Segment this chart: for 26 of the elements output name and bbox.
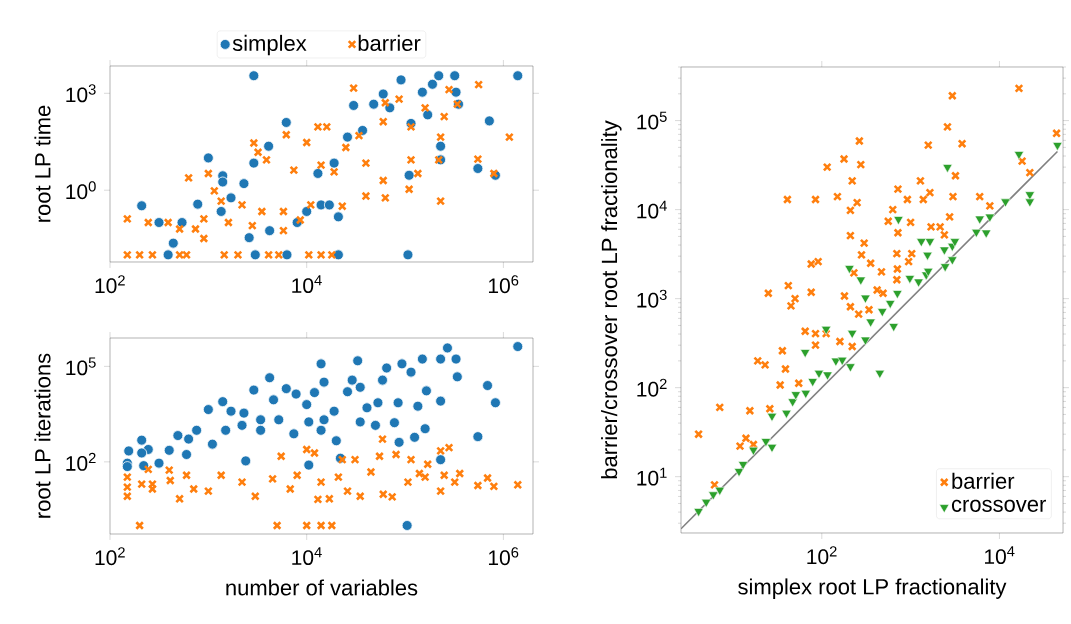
x-tick-label: 10$^{2}$	[807, 546, 837, 565]
x-axis-title: simplex root LP fractionality	[738, 578, 1007, 599]
x-tick-label: 10$^{6}$	[488, 275, 519, 294]
y-axis-title: barrier/crossover root LP fractionality	[601, 120, 622, 479]
y-tick-label: 10$^{5}$	[637, 111, 667, 130]
y-tick-label: 10$^{3}$	[637, 289, 667, 308]
legend-label: barrier	[358, 34, 421, 52]
y-axis-title: root LP time	[34, 105, 51, 222]
y-tick-label: 10$^{3}$	[66, 84, 96, 103]
y-tick-label: 10$^{5}$	[66, 357, 96, 376]
x-tick-label: 10$^{4}$	[985, 546, 1015, 565]
y-tick-label: 10$^{2}$	[66, 452, 96, 471]
legend-label: barrier	[952, 472, 1015, 489]
x-tick-label: 10$^{4}$	[292, 275, 322, 294]
y-axis-title: root LP iterations	[34, 353, 51, 518]
y-tick-label: 10$^{2}$	[637, 378, 667, 397]
y-tick-label: 10$^{4}$	[637, 200, 667, 219]
y-tick-label: 10$^{1}$	[637, 467, 667, 486]
legend-label: crossover	[951, 499, 1046, 512]
x-tick-label: 10$^{4}$	[292, 547, 322, 566]
x-tick-label: 10$^{2}$	[95, 275, 125, 294]
y-tick-label: 10$^{0}$	[66, 181, 96, 200]
x-tick-label: 10$^{2}$	[95, 547, 125, 566]
x-axis-title: number of variables	[226, 579, 418, 596]
legend-label: simplex	[232, 34, 307, 56]
x-tick-label: 10$^{6}$	[488, 547, 519, 566]
